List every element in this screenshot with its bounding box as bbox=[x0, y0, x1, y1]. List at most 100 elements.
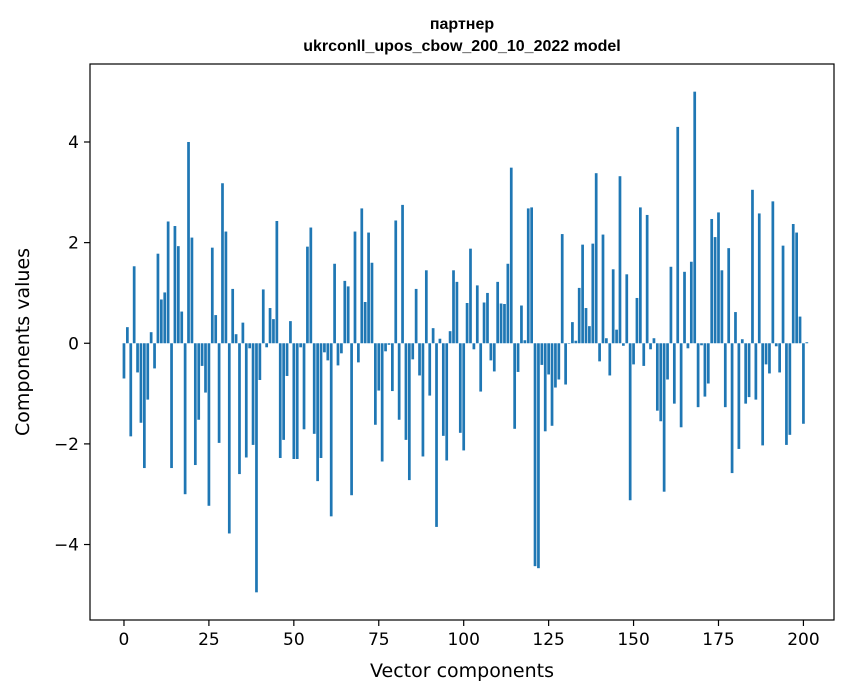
bar-26 bbox=[210, 247, 214, 344]
bar-123 bbox=[540, 343, 544, 365]
bar-188 bbox=[761, 343, 765, 446]
bar-14 bbox=[170, 343, 173, 469]
y-tick-label: 2 bbox=[68, 234, 79, 254]
bar-49 bbox=[289, 321, 292, 344]
bar-34 bbox=[238, 343, 241, 475]
bar-94 bbox=[441, 343, 445, 436]
bar-109 bbox=[492, 343, 496, 372]
bar-103 bbox=[472, 343, 476, 350]
bar-68 bbox=[353, 231, 357, 344]
bar-55 bbox=[309, 227, 313, 344]
bar-69 bbox=[357, 343, 360, 363]
bar-22 bbox=[197, 343, 201, 420]
bar-138 bbox=[591, 243, 595, 344]
bar-186 bbox=[754, 343, 758, 400]
y-tick-label: −4 bbox=[54, 536, 79, 556]
bar-108 bbox=[489, 343, 493, 361]
chart-title-line-2: ukrconll_upos_cbow_200_10_2022 model bbox=[303, 38, 620, 55]
bar-89 bbox=[424, 270, 428, 344]
bar-33 bbox=[234, 334, 238, 344]
bar-79 bbox=[391, 343, 394, 392]
bar-197 bbox=[791, 224, 795, 344]
bar-198 bbox=[795, 232, 798, 344]
bar-65 bbox=[343, 280, 347, 344]
bar-170 bbox=[700, 343, 703, 346]
bar-200 bbox=[802, 343, 805, 424]
x-axis-ticks: 0 25 50 75 100 125 150 175 200 bbox=[119, 620, 820, 650]
bar-127 bbox=[554, 343, 557, 388]
bar-71 bbox=[363, 302, 367, 344]
bar-192 bbox=[774, 343, 778, 347]
bar-125 bbox=[547, 343, 550, 375]
bar-84 bbox=[407, 343, 411, 481]
bar-177 bbox=[723, 343, 727, 408]
x-tick-label: 200 bbox=[787, 630, 819, 650]
bar-91 bbox=[431, 328, 435, 344]
bar-27 bbox=[214, 315, 218, 344]
bar-37 bbox=[248, 343, 252, 349]
x-tick-label: 150 bbox=[617, 630, 649, 650]
bar-114 bbox=[509, 167, 513, 344]
bar-76 bbox=[380, 343, 384, 462]
bar-99 bbox=[458, 343, 462, 433]
bar-173 bbox=[710, 218, 714, 344]
bar-137 bbox=[588, 326, 591, 344]
bar-199 bbox=[798, 316, 802, 344]
bar-107 bbox=[486, 292, 489, 344]
bar-47 bbox=[282, 343, 285, 440]
bar-145 bbox=[615, 329, 618, 344]
bar-167 bbox=[689, 261, 693, 344]
bar-8 bbox=[149, 332, 153, 344]
bar-5 bbox=[139, 343, 143, 423]
bar-23 bbox=[200, 343, 204, 366]
bar-98 bbox=[455, 281, 459, 344]
bar-105 bbox=[479, 343, 483, 392]
bar-52 bbox=[299, 343, 302, 348]
bar-97 bbox=[452, 270, 455, 344]
bar-63 bbox=[336, 343, 340, 366]
bar-74 bbox=[374, 343, 377, 425]
bar-82 bbox=[401, 204, 404, 344]
bar-113 bbox=[506, 263, 510, 344]
bar-24 bbox=[204, 343, 207, 393]
bar-187 bbox=[757, 213, 761, 344]
bar-139 bbox=[594, 173, 598, 344]
bar-86 bbox=[414, 288, 418, 344]
bar-81 bbox=[397, 343, 401, 420]
bar-131 bbox=[567, 343, 571, 344]
bar-6 bbox=[143, 343, 146, 469]
bar-140 bbox=[598, 343, 601, 362]
bar-166 bbox=[686, 343, 690, 349]
bar-32 bbox=[231, 288, 235, 344]
bar-59 bbox=[323, 343, 326, 353]
bar-11 bbox=[159, 299, 163, 344]
bar-190 bbox=[768, 343, 771, 374]
bar-38 bbox=[251, 343, 255, 445]
bar-10 bbox=[156, 253, 160, 344]
bar-182 bbox=[740, 339, 744, 344]
bar-39 bbox=[255, 343, 258, 593]
bar-134 bbox=[577, 287, 581, 344]
bar-95 bbox=[445, 343, 449, 461]
bar-128 bbox=[557, 343, 561, 380]
bar-96 bbox=[448, 331, 452, 344]
bar-15 bbox=[173, 226, 177, 344]
bar-50 bbox=[292, 343, 296, 459]
bar-163 bbox=[676, 126, 680, 344]
bar-56 bbox=[312, 343, 316, 434]
bar-78 bbox=[387, 343, 391, 345]
bar-153 bbox=[642, 343, 646, 366]
bar-201 bbox=[805, 342, 809, 344]
bar-126 bbox=[550, 343, 554, 426]
chart-title-line-1: партнер bbox=[430, 16, 495, 33]
bar-196 bbox=[788, 343, 792, 435]
x-tick-label: 125 bbox=[532, 630, 564, 650]
bar-73 bbox=[370, 262, 374, 344]
bar-183 bbox=[744, 343, 748, 404]
bar-162 bbox=[672, 343, 676, 404]
bar-118 bbox=[523, 340, 527, 344]
bar-28 bbox=[217, 343, 221, 443]
bar-161 bbox=[669, 266, 673, 344]
bar-series bbox=[122, 91, 809, 593]
bar-151 bbox=[635, 297, 639, 344]
